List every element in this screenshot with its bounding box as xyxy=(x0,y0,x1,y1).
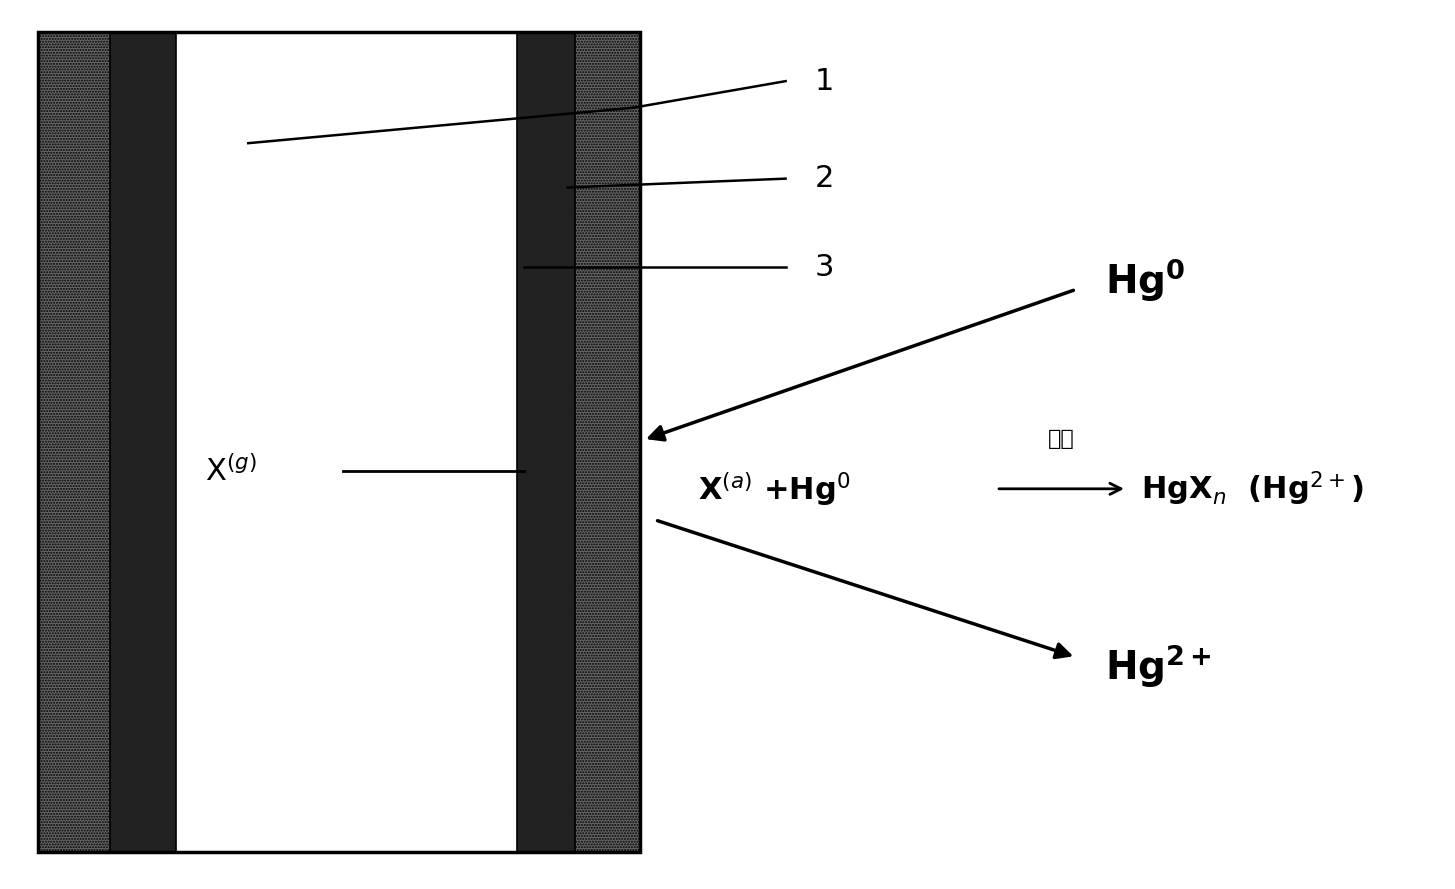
Text: 3: 3 xyxy=(815,252,834,282)
Text: X$^{(a)}$ +Hg$^{0}$: X$^{(a)}$ +Hg$^{0}$ xyxy=(698,469,851,508)
Bar xyxy=(38,32,111,853)
Bar xyxy=(517,32,575,853)
Text: 2: 2 xyxy=(815,164,834,193)
Bar xyxy=(38,32,111,853)
Bar xyxy=(111,32,176,853)
Text: $\bf{Hg^0}$: $\bf{Hg^0}$ xyxy=(1106,257,1186,304)
Bar xyxy=(176,32,517,853)
Text: HgX$_n$  (Hg$^{2+}$): HgX$_n$ (Hg$^{2+}$) xyxy=(1141,469,1363,508)
Text: $\bf{Hg^{2+}}$: $\bf{Hg^{2+}}$ xyxy=(1106,642,1212,690)
Text: 1: 1 xyxy=(815,67,834,96)
Bar xyxy=(575,32,640,853)
Bar xyxy=(575,32,640,853)
Bar xyxy=(38,32,640,853)
Text: X$^{(g)}$: X$^{(g)}$ xyxy=(205,455,256,487)
Text: 催化: 催化 xyxy=(1048,428,1075,449)
